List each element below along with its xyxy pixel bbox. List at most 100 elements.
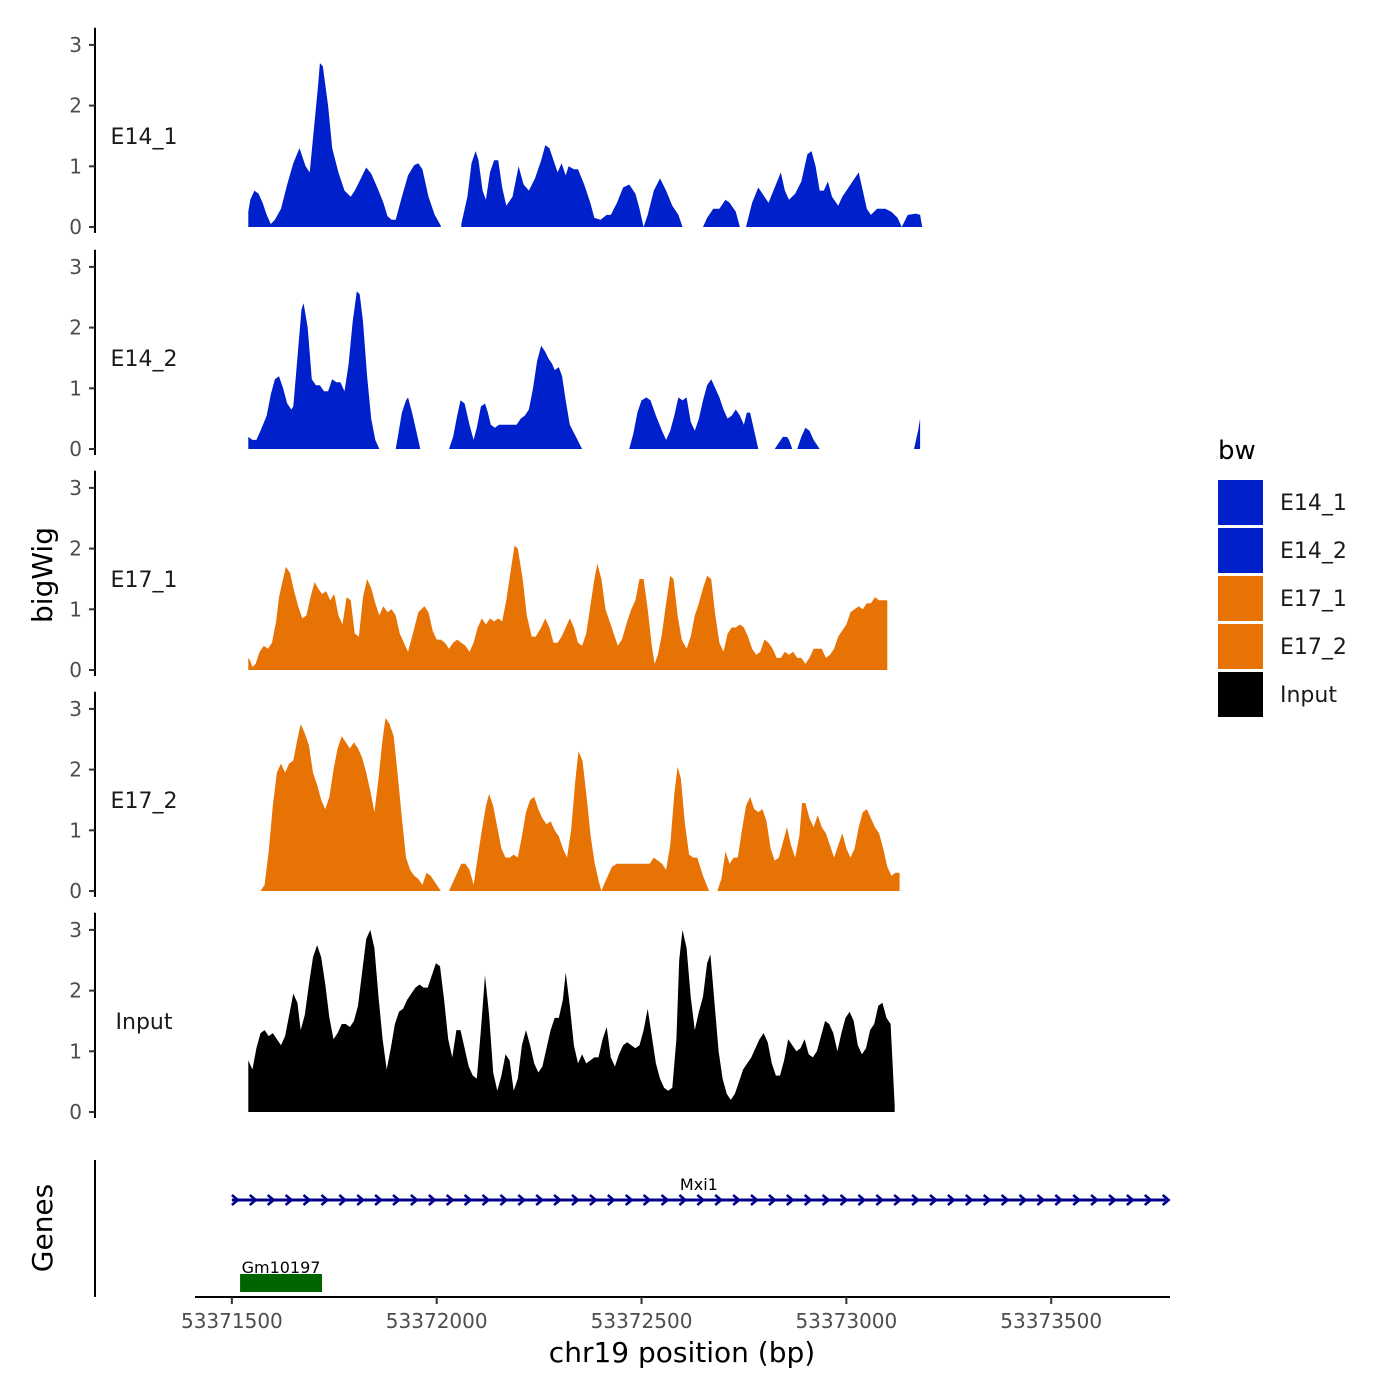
strand-arrow xyxy=(1054,1194,1064,1206)
strand-arrow xyxy=(893,1194,903,1206)
track-label: E14_2 xyxy=(111,347,178,372)
y-tick-label: 0 xyxy=(69,1100,82,1124)
legend-entry-e17-2: E17_2 xyxy=(1218,624,1347,669)
signal-area-input xyxy=(248,929,895,1112)
strand-arrow xyxy=(1126,1194,1135,1206)
gene-exon xyxy=(240,1274,322,1292)
strand-arrow xyxy=(911,1194,921,1206)
y-tick-label: 2 xyxy=(69,94,82,118)
strand-arrow xyxy=(427,1194,437,1206)
track-panel-e17-1: 0 1 2 3 E17_1 xyxy=(69,470,888,682)
strand-arrow xyxy=(356,1194,366,1206)
legend-entry-e14-2: E14_2 xyxy=(1218,528,1347,573)
strand-arrow xyxy=(982,1194,992,1206)
y-tick-label: 3 xyxy=(69,33,82,57)
strand-arrow xyxy=(606,1194,616,1206)
gene-label: Mxi1 xyxy=(680,1175,718,1194)
legend-entry-e14-1: E14_1 xyxy=(1218,480,1347,525)
strand-arrow xyxy=(553,1194,563,1206)
strand-arrow xyxy=(1161,1194,1171,1206)
strand-arrow xyxy=(768,1194,777,1206)
strand-arrow xyxy=(750,1194,759,1206)
gene-mxi1: Mxi1 xyxy=(231,1175,1171,1206)
strand-arrow xyxy=(624,1194,634,1206)
track-panel-e14-1: 0 1 2 3 E14_1 xyxy=(69,27,923,239)
strand-arrow xyxy=(338,1194,348,1206)
signal-area-e17-2 xyxy=(260,718,900,891)
strand-arrow xyxy=(875,1194,885,1206)
y-tick-label: 3 xyxy=(69,476,82,500)
strand-arrow xyxy=(284,1194,294,1206)
strand-arrow xyxy=(392,1194,401,1206)
strand-arrow xyxy=(1143,1194,1153,1206)
strand-arrow xyxy=(839,1194,849,1206)
y-tick-label: 2 xyxy=(69,979,82,1003)
legend-swatch xyxy=(1218,576,1263,621)
track-panel-input: 0 1 2 3 Input xyxy=(69,912,895,1124)
strand-arrow xyxy=(1036,1194,1046,1206)
strand-arrow xyxy=(964,1194,974,1206)
x-tick-label: 53372000 xyxy=(386,1309,488,1333)
signal-area-e14-2 xyxy=(248,291,921,449)
y-tick-label: 1 xyxy=(69,818,82,842)
strand-arrow xyxy=(481,1194,491,1206)
genes-track-label: Genes xyxy=(26,1184,59,1272)
strand-arrow xyxy=(499,1194,509,1206)
y-tick-label: 1 xyxy=(69,154,82,178)
legend-entries: E14_1 E14_2 E17_1 E17_2 Input xyxy=(1218,480,1347,717)
legend-entry-e17-1: E17_1 xyxy=(1218,576,1347,621)
strand-arrow xyxy=(785,1194,795,1206)
y-tick-label: 3 xyxy=(69,255,82,279)
strand-arrow xyxy=(929,1194,938,1206)
y-tick-label: 1 xyxy=(69,597,82,621)
strand-arrow xyxy=(302,1194,312,1206)
strand-arrow xyxy=(589,1194,598,1206)
strand-arrow xyxy=(445,1194,455,1206)
legend-swatch xyxy=(1218,480,1263,525)
x-tick-label: 53371500 xyxy=(181,1309,283,1333)
legend-swatch xyxy=(1218,672,1263,717)
y-tick-label: 1 xyxy=(69,1039,82,1063)
y-tick-label: 3 xyxy=(69,918,82,942)
y-tick-label: 0 xyxy=(69,879,82,903)
strand-arrow xyxy=(678,1194,688,1206)
gene-gm10197: Gm10197 xyxy=(240,1258,322,1292)
strand-arrow xyxy=(266,1194,276,1206)
strand-arrow xyxy=(248,1194,258,1206)
strand-arrow xyxy=(571,1194,580,1206)
strand-arrow xyxy=(320,1194,330,1206)
strand-arrow xyxy=(1018,1194,1028,1206)
strand-arrow xyxy=(732,1194,742,1206)
legend-title: bw xyxy=(1218,436,1256,466)
track-panels: 0 1 2 3 E14_1 0 1 2 3 E14_2 0 1 2 3 E17_1 0 1 2 3 E17_2 0 1 2 3… xyxy=(69,27,923,1124)
strand-arrow xyxy=(1090,1194,1100,1206)
strand-arrow xyxy=(696,1194,706,1206)
strand-arrow xyxy=(374,1194,384,1206)
track-label: E17_1 xyxy=(111,568,178,593)
y-tick-label: 2 xyxy=(69,316,82,340)
legend-label: Input xyxy=(1280,683,1337,708)
gene-models: Mxi1 Gm10197 xyxy=(231,1175,1171,1292)
strand-arrow xyxy=(517,1194,527,1206)
legend-label: E17_1 xyxy=(1280,587,1347,612)
legend-swatch xyxy=(1218,624,1263,669)
gene-label: Gm10197 xyxy=(242,1258,321,1277)
strand-arrow xyxy=(1108,1194,1117,1206)
strand-arrow xyxy=(1072,1194,1082,1206)
legend-label: E17_2 xyxy=(1280,635,1347,660)
track-panel-e14-2: 0 1 2 3 E14_2 xyxy=(69,249,921,461)
strand-arrow xyxy=(642,1194,652,1206)
genes-panel: Genes Mxi1 Gm10197 xyxy=(26,1160,1171,1297)
strand-arrow xyxy=(714,1194,724,1206)
strand-arrow xyxy=(410,1194,419,1206)
y-tick-label: 0 xyxy=(69,658,82,682)
x-tick-label: 53373000 xyxy=(795,1309,897,1333)
y-tick-label: 0 xyxy=(69,215,82,239)
legend-label: E14_1 xyxy=(1280,491,1347,516)
legend-swatch xyxy=(1218,528,1263,573)
y-tick-label: 1 xyxy=(69,376,82,400)
y-tick-label: 0 xyxy=(69,437,82,461)
x-axis-title: chr19 position (bp) xyxy=(549,1336,815,1369)
strand-arrow xyxy=(535,1194,545,1206)
